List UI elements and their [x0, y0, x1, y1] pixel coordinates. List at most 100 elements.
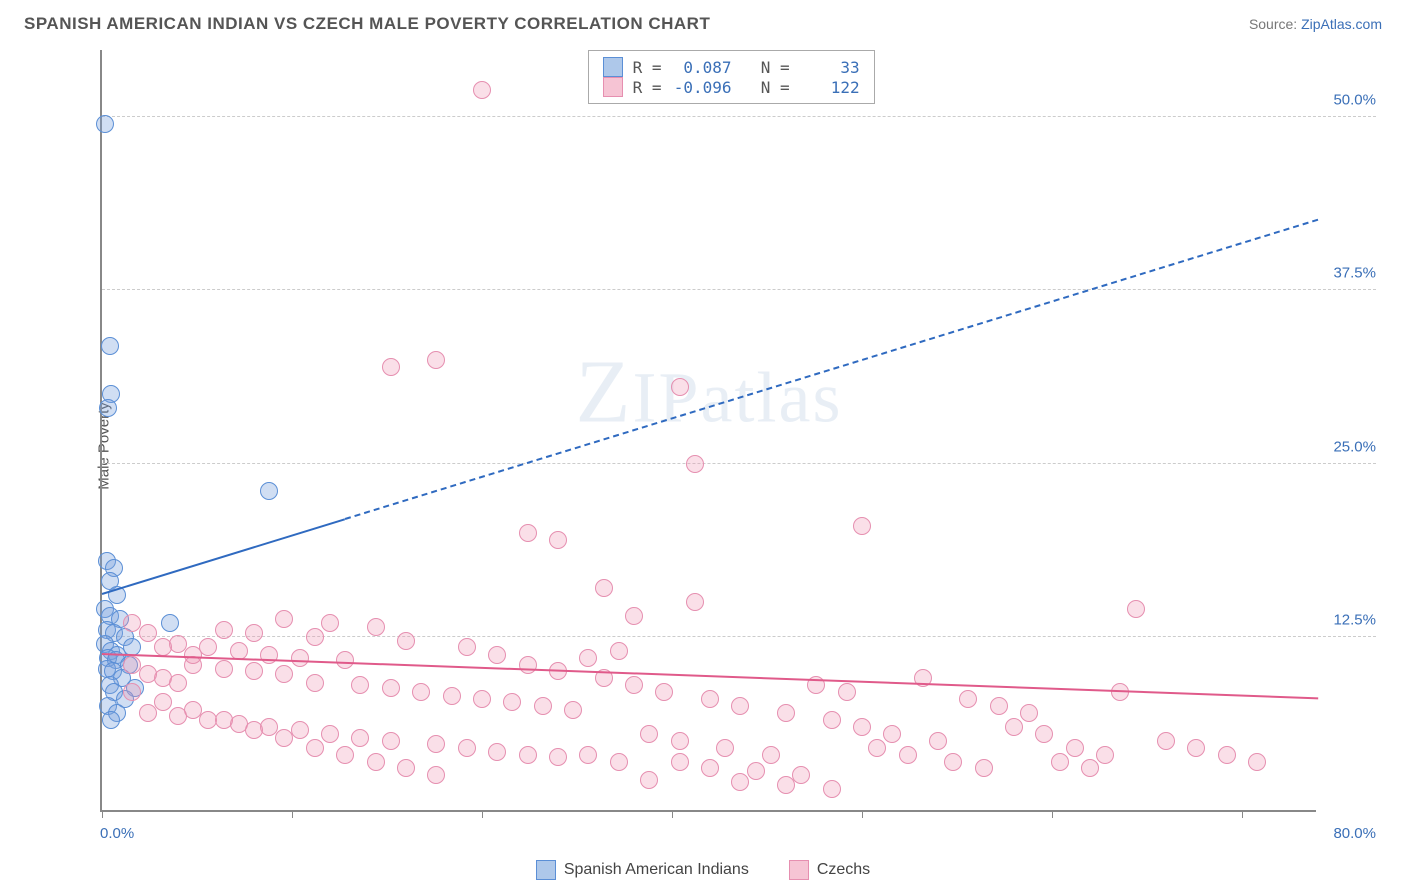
data-point	[686, 455, 704, 473]
legend-item: Czechs	[789, 860, 870, 880]
n-value: 122	[800, 78, 860, 97]
y-tick-label: 25.0%	[1333, 438, 1376, 455]
data-point	[367, 618, 385, 636]
gridline	[102, 636, 1376, 637]
data-point	[161, 614, 179, 632]
data-point	[868, 739, 886, 757]
data-point	[625, 607, 643, 625]
data-point	[351, 676, 369, 694]
stats-legend-row: R =0.087 N =33	[603, 57, 860, 77]
data-point	[336, 746, 354, 764]
data-point	[443, 687, 461, 705]
data-point	[412, 683, 430, 701]
data-point	[99, 399, 117, 417]
watermark: ZIPatlas	[576, 341, 843, 444]
data-point	[777, 704, 795, 722]
chart-title: SPANISH AMERICAN INDIAN VS CZECH MALE PO…	[24, 14, 710, 34]
data-point	[458, 638, 476, 656]
data-point	[382, 732, 400, 750]
y-tick-label: 50.0%	[1333, 92, 1376, 109]
data-point	[503, 693, 521, 711]
data-point	[640, 771, 658, 789]
data-point	[1248, 753, 1266, 771]
series-legend: Spanish American Indians Czechs	[0, 860, 1406, 880]
data-point	[245, 662, 263, 680]
data-point	[519, 656, 537, 674]
stats-legend-row: R =-0.096 N =122	[603, 77, 860, 97]
data-point	[184, 646, 202, 664]
x-tick	[482, 810, 483, 818]
data-point	[397, 759, 415, 777]
data-point	[1020, 704, 1038, 722]
data-point	[640, 725, 658, 743]
data-point	[519, 746, 537, 764]
data-point	[245, 721, 263, 739]
data-point	[1035, 725, 1053, 743]
data-point	[625, 676, 643, 694]
data-point	[215, 621, 233, 639]
data-point	[610, 642, 628, 660]
data-point	[473, 690, 491, 708]
data-point	[184, 701, 202, 719]
data-point	[610, 753, 628, 771]
data-point	[823, 780, 841, 798]
data-point	[1066, 739, 1084, 757]
data-point	[215, 711, 233, 729]
data-point	[154, 638, 172, 656]
x-tick	[1242, 810, 1243, 818]
data-point	[853, 517, 871, 535]
trend-line	[102, 518, 346, 595]
chart-area: Male Poverty ZIPatlas R =0.087 N =33R =-…	[50, 50, 1386, 842]
data-point	[488, 646, 506, 664]
data-point	[731, 697, 749, 715]
data-point	[275, 729, 293, 747]
data-point	[1096, 746, 1114, 764]
data-point	[929, 732, 947, 750]
gridline	[102, 289, 1376, 290]
data-point	[595, 579, 613, 597]
x-tick	[102, 810, 103, 818]
legend-item: Spanish American Indians	[536, 860, 749, 880]
data-point	[382, 679, 400, 697]
n-value: 33	[800, 58, 860, 77]
data-point	[367, 753, 385, 771]
data-point	[838, 683, 856, 701]
data-point	[671, 378, 689, 396]
data-point	[427, 766, 445, 784]
data-point	[139, 704, 157, 722]
data-point	[701, 690, 719, 708]
data-point	[382, 358, 400, 376]
legend-swatch	[536, 860, 556, 880]
data-point	[579, 746, 597, 764]
source-link[interactable]: ZipAtlas.com	[1301, 16, 1382, 32]
data-point	[519, 524, 537, 542]
data-point	[762, 746, 780, 764]
legend-label: Spanish American Indians	[564, 861, 749, 879]
data-point	[169, 674, 187, 692]
data-point	[488, 743, 506, 761]
data-point	[102, 711, 120, 729]
data-point	[215, 660, 233, 678]
data-point	[549, 531, 567, 549]
data-point	[275, 610, 293, 628]
data-point	[1081, 759, 1099, 777]
data-point	[701, 759, 719, 777]
r-value: 0.087	[672, 58, 732, 77]
plot-region: ZIPatlas R =0.087 N =33R =-0.096 N =122 …	[100, 50, 1316, 812]
data-point	[139, 665, 157, 683]
y-tick-label: 37.5%	[1333, 265, 1376, 282]
stats-legend: R =0.087 N =33R =-0.096 N =122	[588, 50, 875, 104]
data-point	[427, 735, 445, 753]
data-point	[792, 766, 810, 784]
data-point	[321, 614, 339, 632]
gridline	[102, 463, 1376, 464]
data-point	[716, 739, 734, 757]
data-point	[96, 115, 114, 133]
data-point	[306, 628, 324, 646]
data-point	[139, 624, 157, 642]
y-tick-label: 12.5%	[1333, 611, 1376, 628]
legend-label: Czechs	[817, 861, 870, 879]
data-point	[123, 683, 141, 701]
data-point	[686, 593, 704, 611]
data-point	[1218, 746, 1236, 764]
